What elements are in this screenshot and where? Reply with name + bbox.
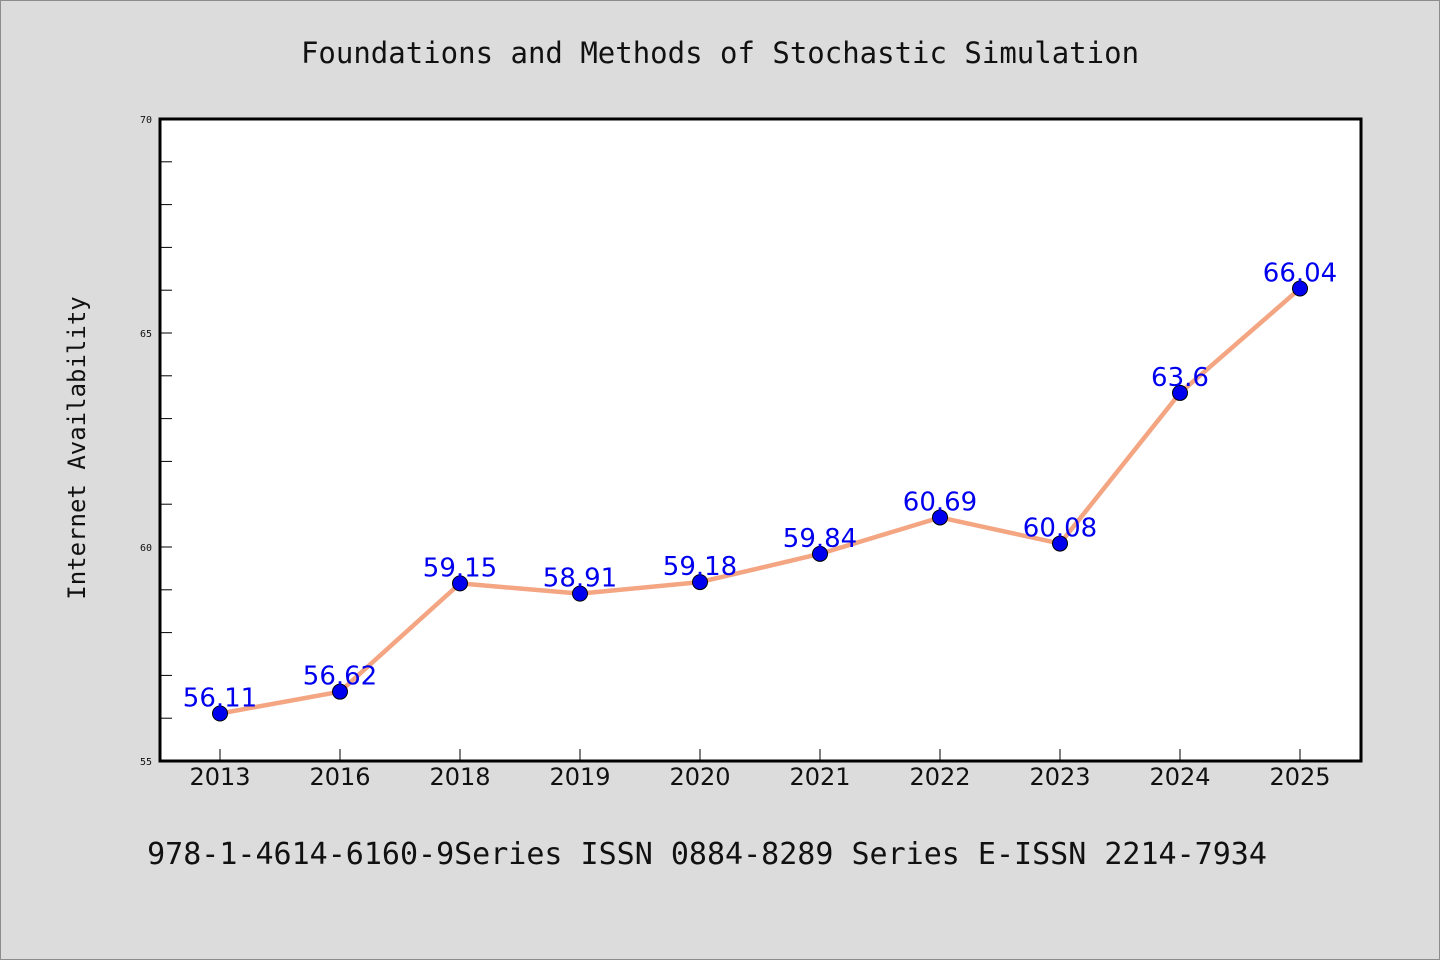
data-label: 60.69	[903, 487, 977, 517]
x-tick-label: 2021	[789, 763, 850, 791]
data-series: 56.11 56.62 59.15 58.91 59.18 59.84 60.69 60.08…	[183, 258, 1337, 722]
data-label: 59.18	[663, 552, 737, 582]
data-label: 58.91	[543, 564, 617, 594]
y-tick-label: 70	[140, 115, 152, 126]
y-axis-ticks: 55 60 65 70	[140, 115, 172, 768]
y-tick-label: 65	[140, 329, 152, 340]
data-label: 60.08	[1023, 514, 1097, 544]
x-tick-label: 2024	[1149, 763, 1210, 791]
y-tick-label: 60	[140, 543, 152, 554]
data-point	[332, 683, 348, 700]
data-point	[212, 705, 228, 722]
data-label: 56.62	[303, 662, 377, 692]
x-tick-label: 2016	[309, 763, 370, 791]
chart-title: Foundations and Methods of Stochastic Si…	[301, 36, 1139, 70]
y-tick-label: 55	[140, 757, 152, 768]
x-axis-ticks: 2013 2016 2018 2019 2020 2021 2022 2023 2024 2025	[189, 749, 1331, 791]
x-tick-label: 2018	[429, 763, 490, 791]
data-point	[1292, 280, 1308, 297]
x-tick-label: 2019	[549, 763, 610, 791]
footer-isbn-issn: 978-1-4614-6160-9Series ISSN 0884-8289 S…	[147, 837, 1267, 872]
data-label: 56.11	[183, 683, 257, 713]
data-point	[1052, 535, 1068, 552]
x-tick-label: 2025	[1269, 763, 1330, 791]
data-point	[812, 545, 828, 562]
x-tick-label: 2020	[669, 763, 730, 791]
data-point	[692, 574, 708, 591]
data-point	[572, 585, 588, 602]
x-tick-label: 2013	[189, 763, 250, 791]
data-point	[452, 575, 468, 592]
x-tick-label: 2022	[909, 763, 970, 791]
x-tick-label: 2023	[1029, 763, 1090, 791]
data-point	[932, 509, 948, 526]
series-line	[219, 286, 1302, 716]
data-label: 59.84	[783, 524, 857, 554]
y-axis-label: Internet Availability	[63, 296, 91, 599]
plot-area	[158, 117, 1363, 763]
data-label: 66.04	[1263, 258, 1337, 288]
data-label: 59.15	[423, 553, 497, 583]
data-label: 63.6	[1151, 363, 1209, 393]
data-point	[1172, 384, 1188, 401]
